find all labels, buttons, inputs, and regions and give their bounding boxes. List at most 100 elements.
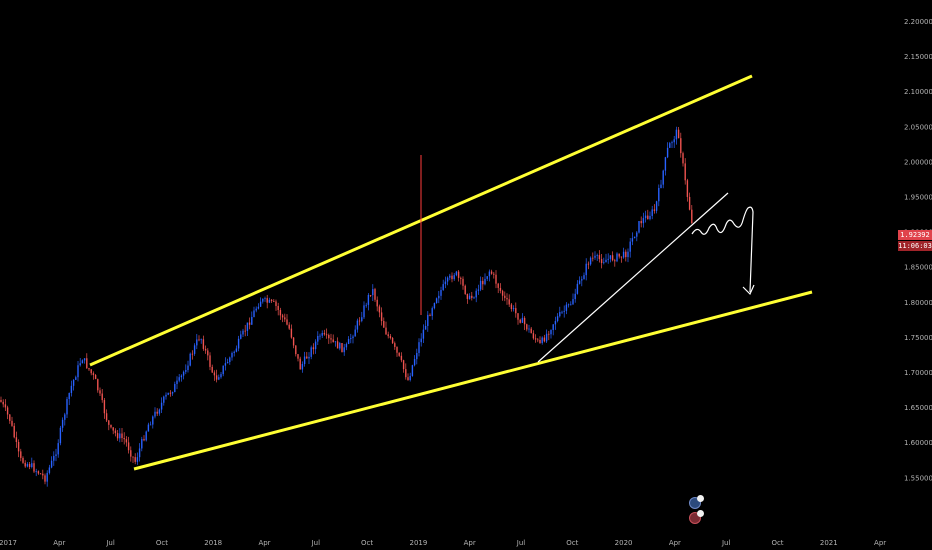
candle-body <box>526 324 528 330</box>
candle-body <box>86 358 88 369</box>
candle-body <box>501 290 504 296</box>
candle-body <box>343 347 345 353</box>
y-tick-label: 1.75000 <box>904 334 932 342</box>
x-tick-label: 2020 <box>615 539 633 547</box>
candle-body <box>631 238 634 242</box>
candle-body <box>688 196 691 210</box>
candle-body <box>532 333 535 339</box>
projection-path[interactable] <box>691 206 754 293</box>
candle-body <box>246 322 249 331</box>
candle-body <box>314 341 317 350</box>
candle-body <box>308 356 310 359</box>
candle-body <box>396 346 398 353</box>
candle-body <box>523 317 526 325</box>
candle-body <box>299 358 301 370</box>
x-tick-label: Jul <box>516 539 526 547</box>
candle-body <box>528 328 530 330</box>
x-tick-label: Jul <box>721 539 731 547</box>
candle-body <box>662 170 664 185</box>
candle-body <box>389 336 392 338</box>
candle-body <box>691 209 693 224</box>
candle-body <box>647 215 649 220</box>
candle-body <box>187 365 189 371</box>
candle-body <box>629 241 631 252</box>
candle-body <box>664 157 667 171</box>
candle-body <box>512 308 515 309</box>
x-tick-label: 2018 <box>204 539 222 547</box>
candle-body <box>640 221 642 224</box>
candle-body <box>576 283 579 294</box>
lower-channel-line[interactable] <box>133 290 813 471</box>
candle-body <box>517 313 519 320</box>
candle-body <box>565 304 568 311</box>
candle-body <box>229 357 231 363</box>
candle-body <box>121 433 123 438</box>
candle-body <box>9 414 11 421</box>
candle-body <box>550 329 552 335</box>
candle-body <box>625 251 627 258</box>
candle-body <box>108 420 110 425</box>
x-tick-label: 2017 <box>0 539 17 547</box>
candle-body <box>306 356 308 359</box>
candle-body <box>605 259 607 263</box>
candle-body <box>552 324 554 330</box>
candle-body <box>394 343 396 347</box>
event-dot-icon <box>697 510 704 517</box>
candle-body <box>35 471 37 472</box>
candle-body <box>42 473 44 476</box>
event-icon[interactable] <box>689 510 704 524</box>
price-axis[interactable]: 2.20000 2.15000 2.10000 2.05000 2.00000 1.950… <box>904 18 932 482</box>
candle-body <box>66 399 68 415</box>
candle-body <box>493 273 495 275</box>
candle-body <box>477 289 480 291</box>
candle-body <box>110 424 112 428</box>
candle-body <box>567 304 570 306</box>
candle-body <box>6 407 9 415</box>
candle-body <box>563 310 565 312</box>
candle-body <box>429 314 431 316</box>
candle-body <box>266 298 268 303</box>
candle-body <box>319 335 321 337</box>
ascending-trendline[interactable] <box>537 192 729 363</box>
candle-body <box>213 372 216 376</box>
y-tick-label: 1.60000 <box>904 439 932 447</box>
candle-body <box>4 404 7 408</box>
candle-body <box>537 339 539 341</box>
candle-body <box>336 341 339 349</box>
candle-body <box>332 339 334 343</box>
y-tick-label: 2.10000 <box>904 88 932 96</box>
candle-body <box>68 392 70 400</box>
candle-body <box>264 298 266 299</box>
candle-body <box>200 339 202 341</box>
candle-body <box>603 262 605 264</box>
candle-body <box>427 314 429 326</box>
event-icon[interactable] <box>689 495 704 509</box>
candle-body <box>90 369 92 374</box>
candle-body <box>361 317 363 321</box>
candle-body <box>248 322 251 325</box>
y-tick-label: 1.65000 <box>904 404 932 412</box>
candle-body <box>420 338 422 343</box>
candle-body <box>20 451 22 458</box>
candle-body <box>24 462 26 467</box>
candle-body <box>339 343 341 349</box>
candle-body <box>358 320 361 322</box>
candle-body <box>138 448 141 458</box>
candle-body <box>211 366 213 373</box>
candle-body <box>237 338 240 349</box>
candle-body <box>352 336 354 339</box>
x-tick-label: Oct <box>156 539 168 547</box>
candle-body <box>473 297 475 299</box>
candle-body <box>592 257 594 259</box>
candle-body <box>510 304 513 309</box>
candle-body <box>240 334 242 339</box>
x-tick-label: 2021 <box>820 539 838 547</box>
candle-body <box>561 311 563 313</box>
candle-body <box>589 257 592 265</box>
candle-body <box>105 413 108 421</box>
time-axis[interactable]: 2017 Apr Jul Oct 2018 Apr Jul Oct 2019 Apr Jul Oct 2… <box>0 539 886 547</box>
candle-body <box>99 390 101 394</box>
candle-body <box>2 401 4 405</box>
candle-body <box>114 430 117 434</box>
